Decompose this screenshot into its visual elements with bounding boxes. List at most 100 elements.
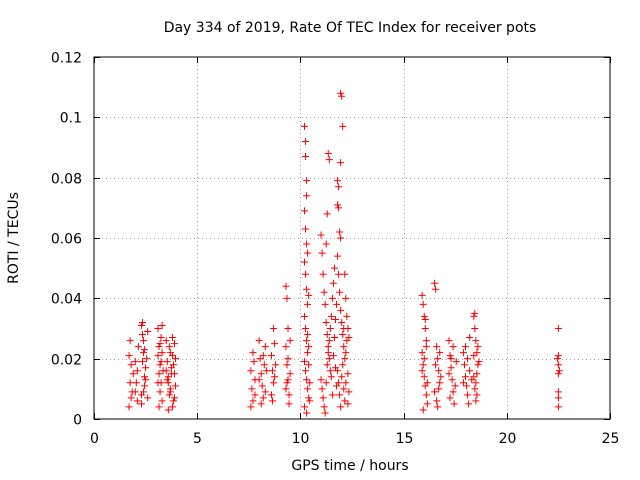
data-point: [306, 397, 314, 405]
data-point: [329, 352, 337, 360]
data-point: [337, 89, 345, 97]
data-point: [285, 400, 293, 408]
data-point: [450, 400, 458, 408]
data-point: [432, 361, 440, 369]
data-point: [554, 352, 562, 360]
data-point: [471, 385, 479, 393]
data-point: [338, 92, 346, 100]
data-point: [271, 373, 279, 381]
data-point: [432, 285, 440, 293]
data-point: [449, 388, 457, 396]
data-point: [304, 300, 312, 308]
data-point: [459, 349, 467, 357]
data-point: [324, 349, 332, 357]
data-point: [134, 343, 142, 351]
data-point: [462, 373, 470, 381]
data-point: [472, 379, 480, 387]
data-point: [131, 358, 139, 366]
data-point: [142, 364, 150, 372]
data-point: [284, 376, 292, 384]
data-point: [154, 352, 162, 360]
data-point: [336, 391, 344, 399]
data-point: [340, 343, 348, 351]
data-point: [270, 325, 278, 332]
data-point: [325, 337, 333, 345]
data-point: [436, 379, 444, 387]
data-point: [283, 361, 291, 369]
data-point: [164, 379, 172, 387]
data-point: [340, 325, 348, 332]
data-point: [320, 288, 328, 296]
data-point: [140, 337, 148, 345]
data-point: [303, 240, 311, 248]
data-point: [329, 279, 337, 287]
data-point: [319, 270, 327, 278]
axis-ticks: 0 5 10 15 20 25 0 0.02 0.04 0.06 0.08 0.1 0.12: [51, 51, 620, 448]
data-point: [303, 337, 311, 345]
data-point: [337, 159, 345, 167]
data-point: [323, 361, 331, 369]
data-point: [342, 379, 350, 387]
data-point: [328, 294, 336, 302]
data-point: [554, 403, 562, 411]
data-point: [167, 364, 175, 372]
data-point: [303, 376, 311, 384]
data-point: [318, 385, 326, 393]
data-point: [282, 343, 290, 351]
data-point: [262, 367, 270, 375]
data-point: [247, 403, 255, 411]
data-point: [286, 370, 294, 378]
grid-lines: [94, 57, 610, 419]
data-point: [133, 367, 141, 375]
data-point: [466, 334, 474, 342]
data-point: [282, 385, 290, 393]
data-point: [337, 403, 345, 411]
data-point: [164, 373, 172, 381]
data-point: [168, 352, 176, 360]
data-point: [326, 325, 334, 332]
data-point: [419, 300, 427, 308]
data-point: [449, 343, 457, 351]
data-point: [144, 394, 152, 402]
data-point: [302, 325, 310, 332]
data-point: [163, 376, 171, 384]
data-point: [248, 385, 256, 393]
data-point: [144, 328, 152, 336]
data-point: [321, 409, 329, 417]
y-tick-label: 0.06: [51, 232, 82, 248]
data-point: [344, 370, 352, 378]
data-point: [169, 397, 177, 405]
data-point: [436, 349, 444, 357]
data-point: [301, 258, 309, 266]
data-point: [303, 285, 311, 293]
data-point: [554, 394, 562, 402]
data-point: [272, 361, 280, 369]
data-point: [249, 397, 257, 405]
data-point: [474, 343, 482, 351]
data-point: [304, 385, 312, 393]
data-point: [334, 201, 342, 209]
data-point: [156, 361, 164, 369]
data-point: [464, 391, 472, 399]
data-point: [344, 400, 352, 408]
data-point: [330, 334, 338, 342]
data-point: [336, 288, 344, 296]
data-point: [172, 382, 180, 390]
data-point: [129, 370, 137, 378]
data-point: [447, 355, 455, 363]
data-point: [553, 355, 561, 363]
data-point: [465, 400, 473, 408]
x-axis-label: GPS time / hours: [291, 458, 408, 474]
data-point: [474, 361, 482, 369]
data-point: [301, 207, 309, 215]
data-point: [337, 306, 345, 314]
data-point: [324, 343, 332, 351]
data-point: [325, 355, 333, 363]
data-point: [435, 385, 443, 393]
data-point: [334, 367, 342, 375]
data-point: [270, 379, 278, 387]
data-point: [268, 352, 276, 360]
data-point: [335, 270, 343, 278]
data-point: [317, 231, 325, 239]
